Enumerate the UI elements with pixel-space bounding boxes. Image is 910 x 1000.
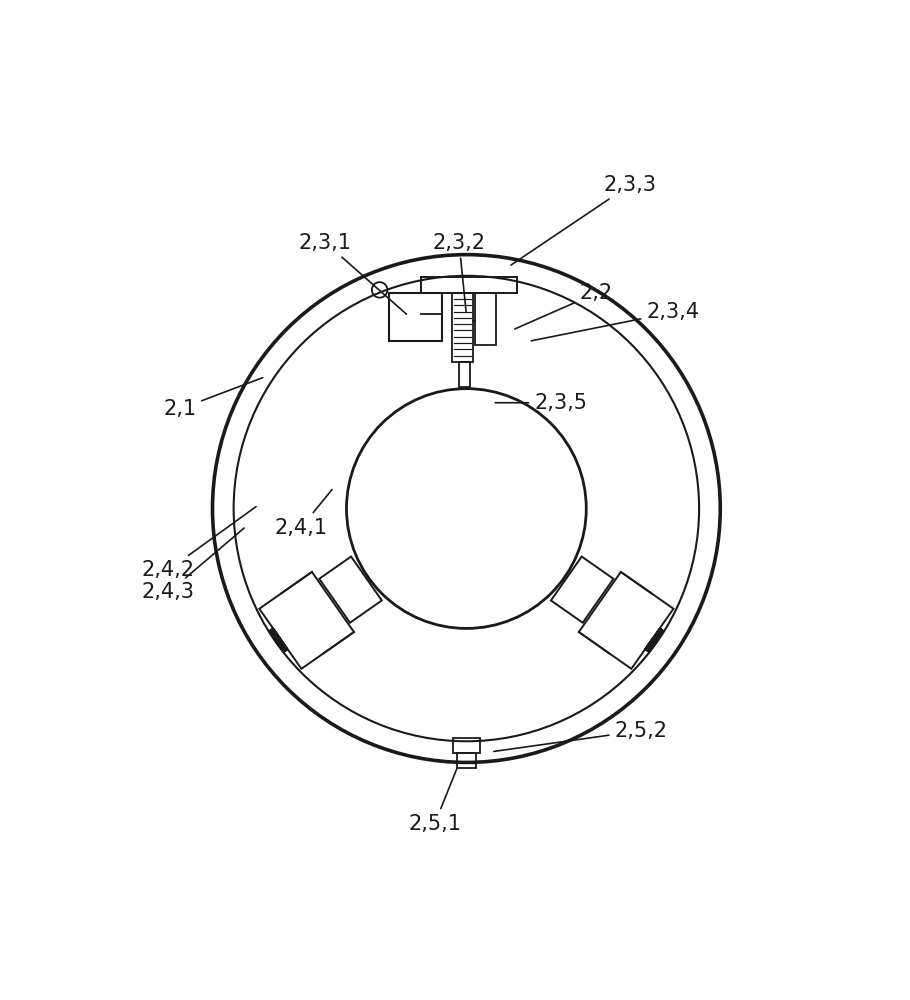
Bar — [457, 753, 476, 768]
Bar — [453, 738, 480, 753]
Text: 2,4,3: 2,4,3 — [142, 528, 244, 602]
Text: 2,5,1: 2,5,1 — [409, 769, 461, 834]
Text: 2,3,4: 2,3,4 — [531, 302, 699, 341]
Text: 2,3,2: 2,3,2 — [432, 233, 486, 312]
Text: 2,3,3: 2,3,3 — [511, 175, 657, 265]
Bar — [459, 362, 470, 387]
Bar — [389, 293, 441, 341]
Bar — [475, 293, 496, 345]
Text: 2,4,2: 2,4,2 — [142, 507, 256, 580]
Text: 2,5,2: 2,5,2 — [494, 721, 667, 751]
Text: 2,3,1: 2,3,1 — [298, 233, 407, 314]
Text: 2,4,1: 2,4,1 — [275, 490, 332, 538]
Text: 2,3,5: 2,3,5 — [495, 393, 587, 413]
Bar — [452, 293, 473, 362]
Text: 2,2: 2,2 — [515, 283, 612, 329]
Text: 2,1: 2,1 — [163, 378, 263, 419]
